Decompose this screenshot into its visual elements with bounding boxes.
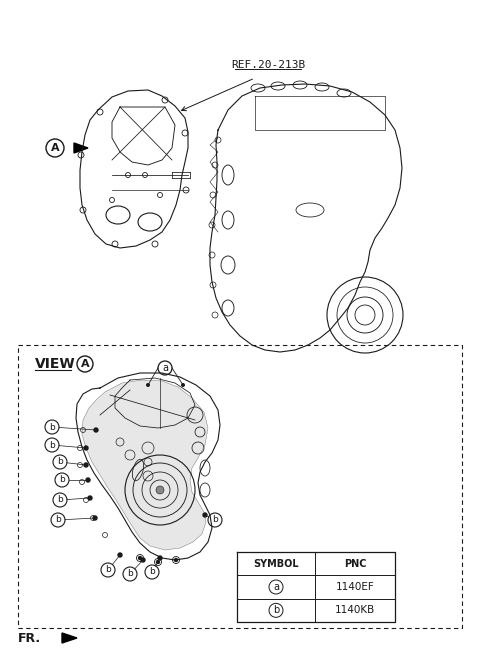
Text: b: b <box>59 476 65 485</box>
Text: PNC: PNC <box>344 559 366 569</box>
Circle shape <box>86 478 90 482</box>
Text: FR.: FR. <box>18 632 41 644</box>
Text: b: b <box>49 440 55 449</box>
Text: A: A <box>51 143 60 153</box>
Text: A: A <box>81 359 89 369</box>
Circle shape <box>181 383 185 387</box>
Polygon shape <box>62 633 77 643</box>
Circle shape <box>146 383 150 387</box>
Circle shape <box>156 486 164 494</box>
Circle shape <box>141 558 145 562</box>
Circle shape <box>84 446 88 450</box>
Text: b: b <box>57 457 63 466</box>
Text: b: b <box>149 567 155 577</box>
Circle shape <box>88 496 92 500</box>
Circle shape <box>84 463 88 467</box>
Circle shape <box>203 513 207 517</box>
Text: b: b <box>212 516 218 525</box>
Circle shape <box>139 556 142 560</box>
Text: b: b <box>127 569 133 579</box>
Text: b: b <box>55 516 61 525</box>
Circle shape <box>156 560 159 564</box>
Polygon shape <box>74 143 88 153</box>
Circle shape <box>118 553 122 557</box>
Text: a: a <box>162 363 168 373</box>
Text: b: b <box>57 495 63 504</box>
Text: a: a <box>273 582 279 592</box>
Circle shape <box>94 428 98 432</box>
Text: b: b <box>49 422 55 432</box>
Text: VIEW: VIEW <box>35 357 76 371</box>
Text: REF.20-213B: REF.20-213B <box>231 60 305 70</box>
Circle shape <box>175 558 178 562</box>
Polygon shape <box>82 380 208 550</box>
Text: SYMBOL: SYMBOL <box>253 559 299 569</box>
Text: 1140EF: 1140EF <box>336 582 374 592</box>
Circle shape <box>158 556 162 560</box>
Text: 1140KB: 1140KB <box>335 605 375 615</box>
Text: b: b <box>105 565 111 575</box>
Text: b: b <box>273 605 279 615</box>
Circle shape <box>93 516 97 520</box>
